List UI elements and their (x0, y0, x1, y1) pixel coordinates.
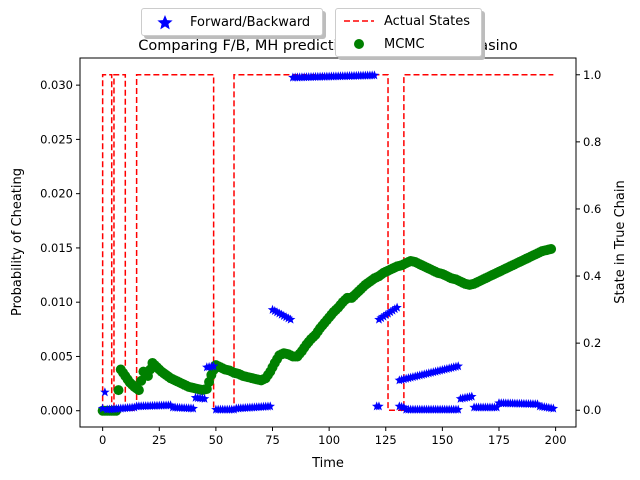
mcmc-series (97, 244, 557, 416)
legend-item-actual-states: Actual States (336, 9, 481, 33)
x-tick-label: 125 (375, 433, 397, 447)
forward-backward-point (281, 312, 291, 322)
y-right-tick-label: 0.8 (583, 135, 601, 149)
forward-backward-point (199, 393, 210, 403)
forward-backward-point (279, 310, 289, 320)
y-right-tick-label: 0.0 (583, 403, 601, 417)
y-left-tick-label: 0.005 (40, 349, 73, 363)
x-tick-label: 0 (99, 433, 106, 447)
forward-backward-point (97, 403, 108, 413)
forward-backward-point (270, 306, 280, 316)
y-left-tick-label: 0.015 (40, 241, 73, 255)
forward-backward-point (274, 308, 285, 318)
dashed-line-icon (342, 11, 376, 31)
circle-marker-icon (342, 34, 376, 54)
forward-backward-point (491, 402, 502, 412)
forward-backward-point (548, 403, 559, 413)
legend-left: Forward/Backward (141, 8, 323, 36)
forward-backward-point (285, 314, 296, 324)
legend-right: Actual States MCMC (335, 8, 482, 57)
x-tick-label: 25 (152, 433, 167, 447)
y-left-tick-label: 0.025 (40, 132, 73, 146)
forward-backward-point (387, 305, 398, 315)
forward-backward-point (188, 403, 198, 413)
forward-backward-point (267, 304, 278, 314)
x-axis-label: Time (311, 456, 344, 471)
star-marker-icon (148, 12, 182, 32)
y-left-tick-label: 0.010 (40, 295, 73, 309)
forward-backward-point (374, 401, 384, 411)
mcmc-point (113, 385, 124, 396)
forward-backward-point (390, 304, 400, 314)
legend-label-forward-backward: Forward/Backward (190, 14, 311, 30)
y-left-tick-label: 0.000 (40, 404, 73, 418)
plot-area (97, 70, 559, 416)
forward-backward-point (532, 399, 543, 409)
plot-frame (79, 57, 577, 428)
forward-backward-point (453, 404, 463, 414)
forward-backward-point (208, 361, 219, 371)
x-tick-label: 50 (209, 433, 224, 447)
forward-backward-point (385, 307, 396, 317)
y-right-tick-label: 0.2 (583, 336, 601, 350)
y-right-tick-label: 1.0 (583, 68, 601, 82)
y-left-tick-label: 0.020 (40, 187, 73, 201)
y-right-tick-label: 0.6 (583, 202, 601, 216)
legend-item-forward-backward: Forward/Backward (142, 9, 322, 35)
forward-backward-point (392, 302, 402, 312)
forward-backward-point (381, 310, 391, 320)
y-axis-left-label: Probability of Cheating (10, 168, 25, 316)
x-tick-label: 200 (545, 433, 567, 447)
mcmc-point (546, 244, 557, 255)
forward-backward-point (383, 308, 393, 318)
forward-backward-point (165, 400, 176, 410)
axis-ticks: 0 25 50 75 100 125 150 175 200 0.000 0.005 0.010 0.0… (40, 68, 601, 447)
actual-states-line (101, 74, 554, 411)
forward-backward-point (272, 307, 282, 317)
mcmc-point (133, 385, 144, 396)
y-left-tick-label: 0.030 (40, 78, 73, 92)
forward-backward-point (100, 387, 110, 397)
forward-backward-point (374, 314, 384, 324)
x-tick-label: 175 (488, 433, 510, 447)
y-right-tick-label: 0.4 (583, 269, 601, 283)
forward-backward-point (129, 402, 140, 412)
forward-backward-point (378, 311, 389, 321)
legend-label-actual-states: Actual States (384, 13, 471, 29)
forward-backward-point (376, 313, 386, 323)
forward-backward-series (97, 70, 559, 414)
legend-label-mcmc: MCMC (384, 36, 425, 52)
forward-backward-point (276, 309, 287, 319)
forward-backward-point (399, 402, 409, 412)
x-tick-label: 75 (265, 433, 280, 447)
x-tick-label: 150 (431, 433, 453, 447)
x-tick-label: 100 (318, 433, 340, 447)
forward-backward-point (369, 70, 380, 80)
forward-backward-point (453, 361, 463, 371)
forward-backward-point (229, 404, 239, 414)
forward-backward-point (467, 391, 477, 401)
forward-backward-point (283, 313, 294, 323)
legend-item-mcmc: MCMC (336, 33, 481, 55)
forward-backward-point (265, 401, 275, 411)
y-axis-right-label: State in True Chain (613, 180, 628, 303)
